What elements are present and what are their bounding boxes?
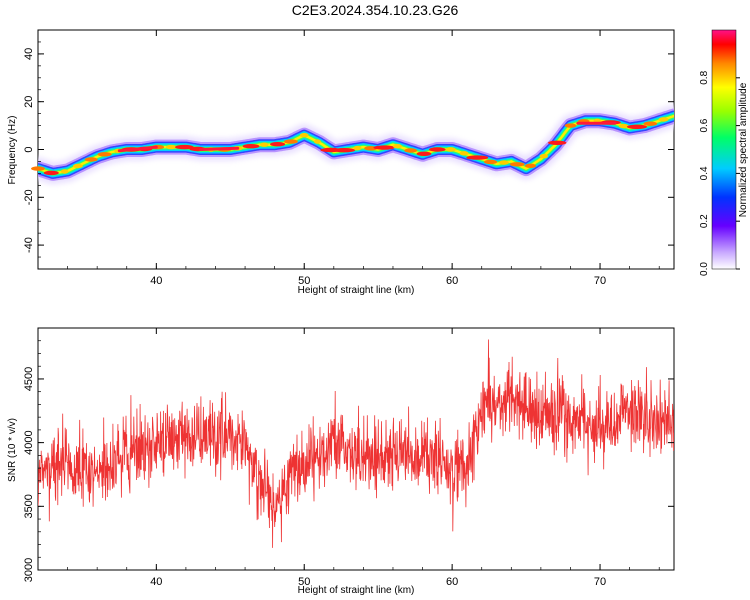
- snr-y-tick-label: 3500: [23, 494, 35, 518]
- spectrogram-peak: [392, 144, 402, 149]
- spectrogram-y-tick-label: -20: [23, 189, 35, 205]
- snr-y-tick-label: 4000: [23, 430, 35, 454]
- spectrogram-peak: [459, 151, 469, 156]
- colorbar-ticks: 0.0 0.2 0.4 0.6 0.8: [699, 70, 740, 276]
- colorbar-tick-label: 0.0: [699, 262, 710, 276]
- colorbar-gradient: [711, 29, 737, 270]
- spectrogram-peak: [270, 142, 286, 147]
- spectrogram-peak: [539, 154, 548, 159]
- figure-title: C2E3.2024.354.10.23.G26: [291, 2, 459, 18]
- spectrogram-peak: [97, 152, 112, 157]
- spectrogram-x-label: Height of straight line (km): [298, 285, 415, 296]
- colorbar-tick-label: 0.4: [699, 166, 710, 180]
- spectrogram-peak: [242, 144, 260, 149]
- spectrogram-peak: [548, 140, 567, 145]
- spectrogram-peak: [658, 117, 669, 122]
- spectrogram-y-axis: -40 -20 0 20 40: [23, 29, 674, 270]
- spectrogram-peak: [84, 157, 98, 162]
- snr-x-axis: 40 50 60 70: [37, 328, 660, 588]
- spectrogram-x-tick-label: 50: [298, 275, 310, 287]
- snr-y-label: SNR (10 * v/v): [7, 418, 18, 482]
- spectrogram-peak: [484, 159, 498, 165]
- spectrogram-peak: [466, 155, 489, 160]
- spectrogram-peak: [314, 139, 321, 144]
- spectrogram-peak: [299, 133, 309, 138]
- snr-x-tick-label: 40: [150, 576, 162, 588]
- spectrogram-x-tick-label: 40: [150, 275, 162, 287]
- spectrogram-peak: [373, 145, 395, 150]
- spectrogram-y-tick-label: 40: [23, 48, 35, 60]
- spectrogram-peak: [165, 144, 177, 150]
- snr-x-tick-label: 60: [446, 576, 458, 588]
- spectrogram-peak: [524, 163, 537, 168]
- snr-x-tick-label: 70: [594, 576, 606, 588]
- snr-y-axis: 3000 3500 4000 4500: [23, 327, 674, 582]
- spectrogram-peak: [509, 162, 525, 167]
- spectrogram-peak: [564, 123, 577, 128]
- spectrogram-peak: [284, 139, 298, 144]
- spectrogram-peak: [72, 163, 83, 169]
- spectrogram-peak: [416, 151, 432, 156]
- spectrogram-peak: [175, 144, 194, 150]
- snr-y-tick-label: 4500: [23, 367, 35, 391]
- spectrogram-ridge-marks: [31, 117, 669, 176]
- spectrogram-peak: [428, 147, 446, 152]
- spectrogram-peak: [404, 148, 418, 153]
- spectrogram-panel: 40 50 60 70 -40 -20 0 20 40 Height of straight …: [7, 29, 675, 296]
- spectrogram-x-tick-label: 60: [446, 275, 458, 287]
- spectrogram-peak: [618, 123, 629, 129]
- spectrogram-peak: [353, 145, 362, 151]
- spectrogram-peak: [445, 147, 456, 152]
- colorbar-tick-label: 0.8: [699, 70, 710, 84]
- spectrogram-y-tick-label: -40: [23, 237, 35, 253]
- spectrogram-peak: [499, 160, 509, 165]
- colorbar-label: Normalized spectral amplitude: [738, 82, 749, 217]
- spectrogram-y-label: Frequency (Hz): [7, 116, 18, 185]
- colorbar-tick-label: 0.6: [699, 118, 710, 132]
- spectrogram-peak: [333, 148, 356, 153]
- snr-y-tick-label: 3000: [23, 558, 35, 582]
- snr-x-tick-label: 50: [298, 576, 310, 588]
- spectrogram-peak: [60, 169, 69, 174]
- spectrogram-peak: [626, 124, 648, 129]
- spectrogram-y-tick-label: 0: [23, 146, 35, 152]
- colorbar: 0.0 0.2 0.4 0.6 0.8 Normalized spectral ampl…: [699, 29, 749, 276]
- spectrogram-y-tick-label: 20: [23, 96, 35, 108]
- spectrogram-peak: [31, 166, 45, 171]
- spectrogram-peak: [643, 121, 658, 126]
- spectrogram-peak-segment: [117, 145, 158, 153]
- snr-x-label: Height of straight line (km): [298, 585, 415, 596]
- spectrogram-x-axis: 40 50 60 70: [37, 30, 660, 287]
- spectrogram-peak: [260, 142, 269, 147]
- colorbar-tick-label: 0.2: [699, 214, 710, 228]
- spectrogram-peak: [43, 170, 59, 176]
- spectrogram-peak-segment: [199, 146, 240, 151]
- spectrogram-x-tick-label: 70: [594, 275, 606, 287]
- snr-series-line: [38, 339, 674, 548]
- snr-panel: 40 50 60 70 3000 3500 4000 4500 Height of stra…: [7, 327, 675, 596]
